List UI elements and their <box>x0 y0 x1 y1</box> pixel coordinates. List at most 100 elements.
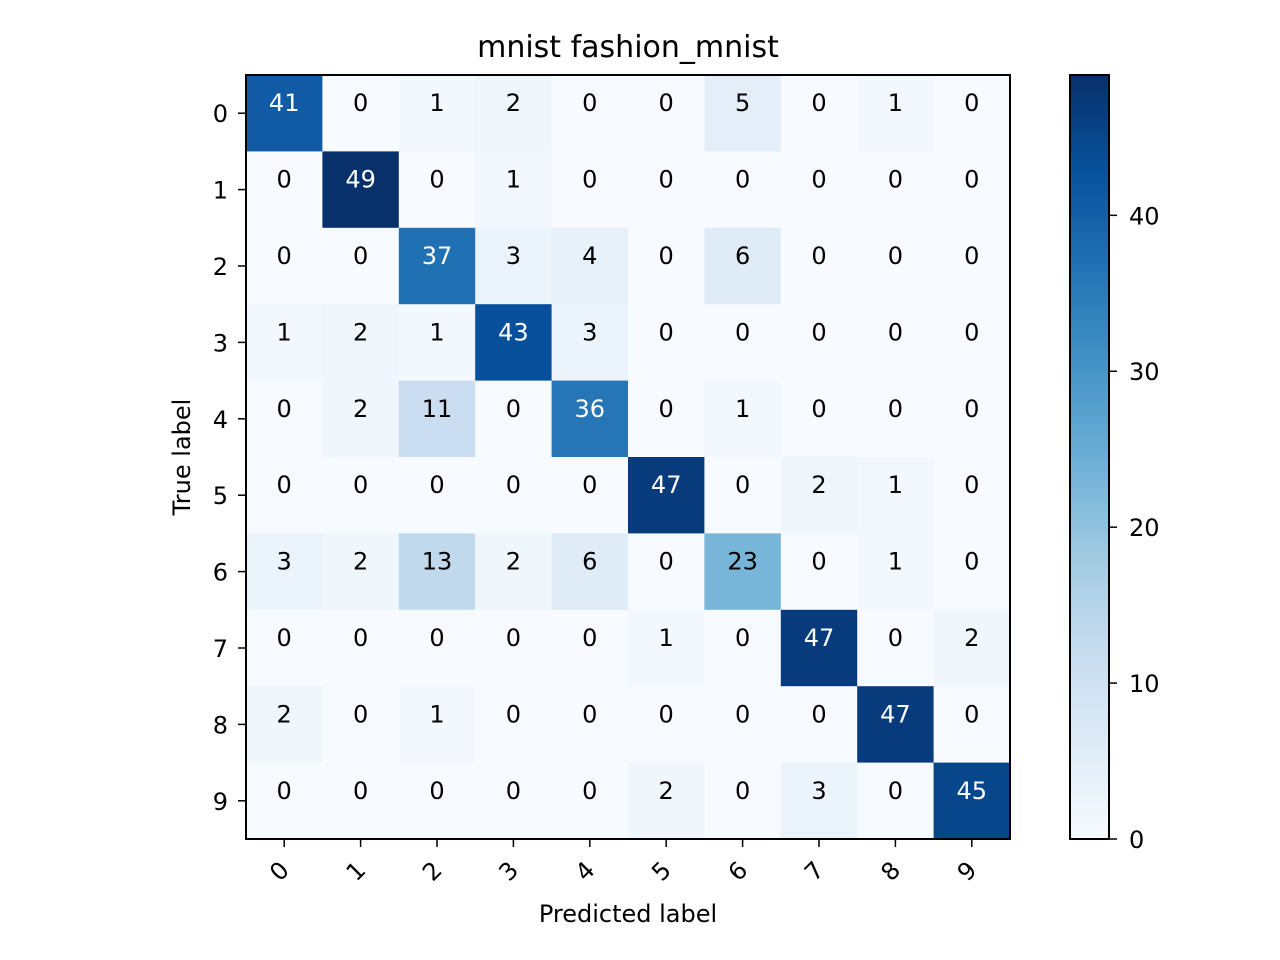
heatmap-cell <box>475 457 553 534</box>
cell-value-label: 0 <box>353 242 368 270</box>
x-tick-label: 3 <box>493 856 524 887</box>
heatmap-cell <box>704 686 782 764</box>
heatmap-cell <box>398 380 476 458</box>
cell-value-label: 11 <box>422 395 453 423</box>
cell-value-label: 3 <box>277 548 292 576</box>
cell-value-label: 0 <box>888 395 903 423</box>
cell-value-label: 0 <box>964 89 979 117</box>
heatmap-cell <box>322 686 400 764</box>
colorbar-tick-label: 20 <box>1129 514 1160 542</box>
heatmap-cell <box>551 533 629 611</box>
y-tick-label: 2 <box>213 253 228 281</box>
cell-value-label: 0 <box>659 242 674 270</box>
heatmap-cell <box>551 380 629 458</box>
chart-title: mnist fashion_mnist <box>477 30 779 65</box>
heatmap-cell <box>475 762 553 840</box>
heatmap-cell <box>933 151 1011 229</box>
heatmap-cell <box>857 151 935 229</box>
heatmap-cell <box>551 75 629 152</box>
y-tick-label: 7 <box>213 635 228 663</box>
heatmap-cell <box>475 533 553 611</box>
heatmap-cell <box>322 227 400 305</box>
heatmap-cell <box>246 151 323 229</box>
heatmap-cell <box>398 227 476 305</box>
cell-value-label: 41 <box>269 89 300 117</box>
cell-value-label: 5 <box>735 89 750 117</box>
x-tick-label: 2 <box>417 856 448 887</box>
cell-value-label: 0 <box>582 777 597 805</box>
cell-value-label: 0 <box>811 166 826 194</box>
colorbar-tick-label: 30 <box>1129 358 1160 386</box>
cell-value-label: 0 <box>735 318 750 346</box>
cell-value-label: 0 <box>964 700 979 728</box>
heatmap-cell <box>475 380 553 458</box>
cell-value-label: 0 <box>735 700 750 728</box>
cell-value-label: 0 <box>735 624 750 652</box>
cell-value-label: 23 <box>727 548 758 576</box>
heatmap-cell <box>322 533 400 611</box>
heatmap-cell <box>628 457 705 534</box>
heatmap-cell <box>475 227 553 305</box>
heatmap-cell <box>628 75 705 152</box>
cell-value-label: 0 <box>506 624 521 652</box>
heatmap-cell <box>628 304 705 382</box>
cell-value-label: 2 <box>964 624 979 652</box>
cell-value-label: 0 <box>429 166 444 194</box>
cell-value-label: 1 <box>429 89 444 117</box>
heatmap-cell <box>322 457 400 534</box>
cell-value-label: 0 <box>582 471 597 499</box>
cell-value-label: 0 <box>659 395 674 423</box>
cell-value-label: 0 <box>811 395 826 423</box>
heatmap-cell <box>780 151 858 229</box>
heatmap-cell <box>246 227 323 305</box>
cell-value-label: 2 <box>659 777 674 805</box>
heatmap-cell <box>857 380 935 458</box>
cell-value-label: 49 <box>345 166 376 194</box>
heatmap-cell <box>933 762 1011 840</box>
cell-value-label: 1 <box>429 318 444 346</box>
cell-value-label: 0 <box>429 777 444 805</box>
heatmap-cell <box>628 151 705 229</box>
heatmap-cell <box>780 457 858 534</box>
cell-value-label: 0 <box>277 166 292 194</box>
heatmap-cell <box>322 380 400 458</box>
heatmap-cell <box>551 686 629 764</box>
cell-value-label: 0 <box>277 242 292 270</box>
heatmap-cell <box>551 151 629 229</box>
heatmap-cell <box>322 609 400 687</box>
cell-value-label: 0 <box>582 166 597 194</box>
cell-value-label: 0 <box>506 471 521 499</box>
cell-value-label: 6 <box>582 548 597 576</box>
heatmap-cell <box>398 762 476 840</box>
cell-value-label: 0 <box>277 624 292 652</box>
cell-value-label: 2 <box>506 89 521 117</box>
cell-value-label: 0 <box>735 777 750 805</box>
heatmap-cell <box>628 380 705 458</box>
heatmap-cell <box>857 227 935 305</box>
cell-value-label: 2 <box>506 548 521 576</box>
cell-value-label: 0 <box>964 242 979 270</box>
cell-value-label: 0 <box>506 700 521 728</box>
cell-value-label: 0 <box>964 548 979 576</box>
heatmap-cell <box>398 533 476 611</box>
y-tick-label: 9 <box>213 788 228 816</box>
x-tick-label: 1 <box>341 856 372 887</box>
cell-value-label: 0 <box>888 777 903 805</box>
heatmap-cell <box>475 151 553 229</box>
colorbar-ticks: 0 10 20 30 40 <box>1109 202 1160 854</box>
heatmap-cell <box>322 304 400 382</box>
heatmap-cell <box>933 609 1011 687</box>
cell-value-label: 45 <box>957 777 988 805</box>
cell-value-label: 1 <box>277 318 292 346</box>
cell-value-label: 36 <box>575 395 606 423</box>
heatmap-cell <box>398 457 476 534</box>
cell-value-label: 0 <box>811 700 826 728</box>
heatmap-cell <box>628 686 705 764</box>
cell-value-label: 6 <box>735 242 750 270</box>
heatmap-cell <box>704 380 782 458</box>
cell-value-label: 0 <box>964 318 979 346</box>
heatmap-cell <box>704 533 782 611</box>
cell-value-label: 0 <box>811 89 826 117</box>
x-axis-label: Predicted label <box>539 900 717 928</box>
